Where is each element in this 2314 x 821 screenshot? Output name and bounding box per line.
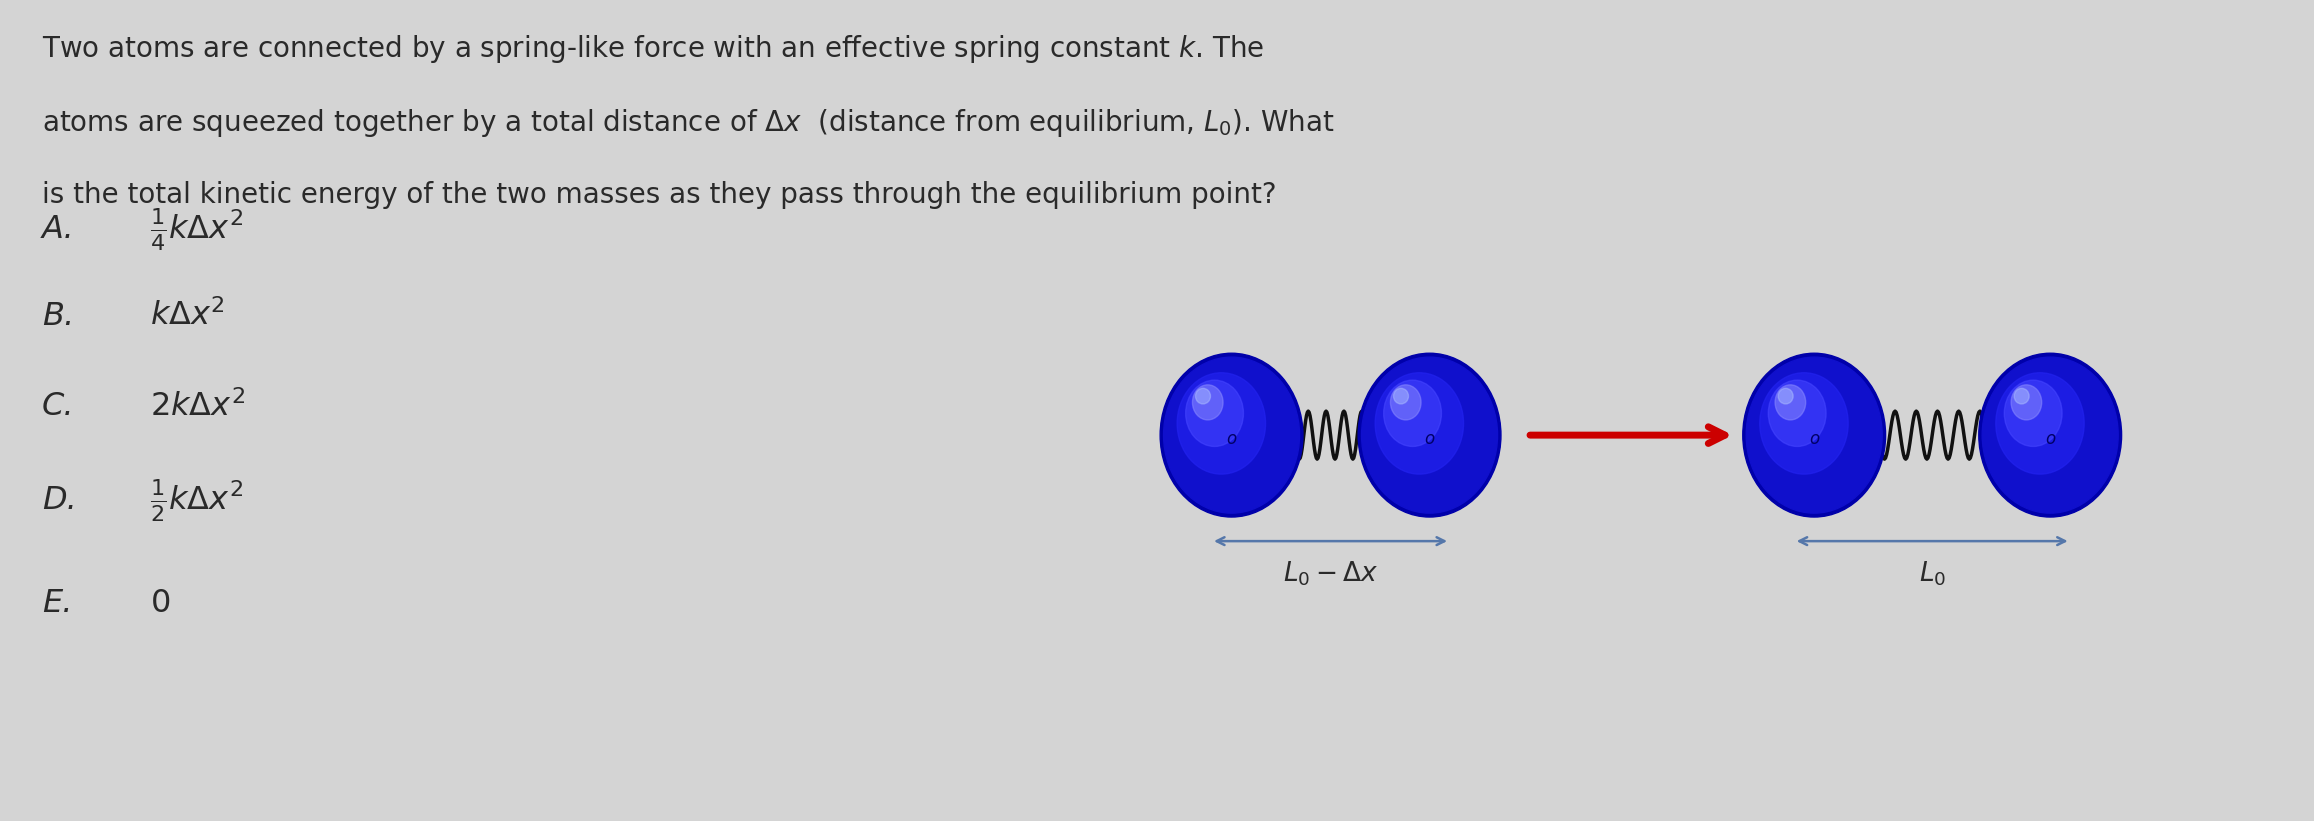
Text: release: release (1749, 420, 1837, 443)
Ellipse shape (2004, 380, 2062, 447)
Ellipse shape (1759, 373, 1849, 475)
Text: $k\Delta x^2$: $k\Delta x^2$ (150, 300, 224, 333)
Ellipse shape (1192, 385, 1224, 420)
Text: B.: B. (42, 300, 74, 332)
Ellipse shape (1159, 353, 1303, 517)
Text: atoms are squeezed together by a total distance of $\Delta x$  (distance from eq: atoms are squeezed together by a total d… (42, 107, 1335, 139)
Ellipse shape (2013, 388, 2029, 404)
Ellipse shape (1747, 357, 1881, 513)
Text: $L_0$: $L_0$ (1918, 559, 1946, 588)
Text: o: o (2046, 430, 2055, 448)
Ellipse shape (1983, 357, 2117, 513)
Text: $0$: $0$ (150, 588, 171, 619)
Text: D.: D. (42, 485, 76, 516)
Ellipse shape (1393, 388, 1409, 404)
Text: o: o (1226, 430, 1236, 448)
Text: $\frac{1}{2}k\Delta x^2$: $\frac{1}{2}k\Delta x^2$ (150, 478, 243, 524)
Ellipse shape (1768, 380, 1826, 447)
Ellipse shape (1775, 385, 1805, 420)
Ellipse shape (1391, 385, 1421, 420)
Ellipse shape (2011, 385, 2041, 420)
Ellipse shape (1164, 357, 1300, 513)
Ellipse shape (1185, 380, 1243, 447)
Ellipse shape (1995, 373, 2085, 475)
Ellipse shape (1777, 388, 1793, 404)
Ellipse shape (1178, 373, 1266, 475)
Text: Two atoms are connected by a spring-like force with an effective spring constant: Two atoms are connected by a spring-like… (42, 33, 1263, 65)
Text: o: o (1425, 430, 1435, 448)
Text: C.: C. (42, 391, 74, 422)
Ellipse shape (1742, 353, 1886, 517)
Ellipse shape (1361, 357, 1497, 513)
Ellipse shape (1375, 373, 1462, 475)
Ellipse shape (1358, 353, 1502, 517)
Text: $\frac{1}{4}k\Delta x^2$: $\frac{1}{4}k\Delta x^2$ (150, 207, 243, 253)
Ellipse shape (1384, 380, 1442, 447)
Text: o: o (1810, 430, 1819, 448)
Text: A.: A. (42, 214, 74, 245)
Text: is the total kinetic energy of the two masses as they pass through the equilibri: is the total kinetic energy of the two m… (42, 181, 1277, 209)
Ellipse shape (1196, 388, 1210, 404)
Text: $2k\Delta x^2$: $2k\Delta x^2$ (150, 390, 245, 423)
Text: E.: E. (42, 588, 72, 619)
Text: $L_0 - \Delta x$: $L_0 - \Delta x$ (1282, 559, 1379, 588)
Ellipse shape (1978, 353, 2122, 517)
